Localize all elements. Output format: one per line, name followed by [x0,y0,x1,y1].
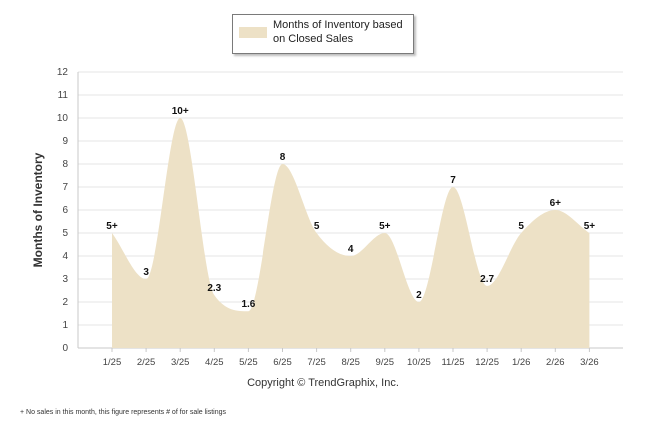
y-tick-label: 12 [57,67,69,78]
data-label: 7 [450,175,456,186]
x-tick-label: 7/25 [307,357,326,368]
data-label: 5+ [106,221,118,232]
x-tick-label: 1/26 [512,357,531,368]
y-tick-label: 3 [62,274,68,285]
y-tick-label: 9 [62,136,68,147]
series-area [112,118,590,348]
x-tick-label: 12/25 [475,357,499,368]
y-tick-label: 4 [62,251,68,262]
y-tick-label: 0 [62,343,68,354]
data-label: 5+ [584,221,596,232]
data-label: 2.3 [207,283,221,294]
data-label: 5 [518,221,524,232]
y-tick-label: 7 [62,182,68,193]
data-label: 2 [416,290,422,301]
data-label: 8 [280,152,286,163]
y-tick-label: 6 [62,205,68,216]
data-label: 4 [348,244,354,255]
y-axis-title: Months of Inventory [31,152,45,267]
data-label: 3 [143,267,149,278]
x-tick-label: 2/26 [546,357,565,368]
y-tick-label: 2 [62,297,68,308]
x-tick-label: 3/26 [580,357,599,368]
x-tick-label: 10/25 [407,357,431,368]
x-tick-label: 4/25 [205,357,224,368]
data-label: 1.6 [241,299,255,310]
legend-label: Months of Inventory based on Closed Sale… [273,19,403,45]
data-label: 10+ [172,106,189,117]
y-tick-label: 8 [62,159,68,170]
x-tick-label: 5/25 [239,357,258,368]
data-label: 2.7 [480,274,494,285]
x-tick-label: 3/25 [171,357,190,368]
x-tick-label: 2/25 [137,357,156,368]
data-label: 5+ [379,221,391,232]
x-tick-label: 11/25 [441,357,464,368]
x-tick-label: 9/25 [376,357,395,368]
y-tick-label: 10 [57,113,69,124]
x-tick-label: 6/25 [273,357,292,368]
y-tick-label: 1 [62,320,68,331]
x-tick-label: 8/25 [341,357,360,368]
data-label: 6+ [550,198,562,209]
x-tick-label: 1/25 [103,357,122,368]
copyright-text: Copyright © TrendGraphix, Inc. [247,377,399,389]
y-tick-label: 11 [58,90,69,101]
y-tick-label: 5 [62,228,68,239]
legend-swatch [239,27,267,38]
footnote-text: + No sales in this month, this figure re… [20,409,227,416]
chart-legend: Months of Inventory based on Closed Sale… [232,14,414,54]
data-label: 5 [314,221,320,232]
